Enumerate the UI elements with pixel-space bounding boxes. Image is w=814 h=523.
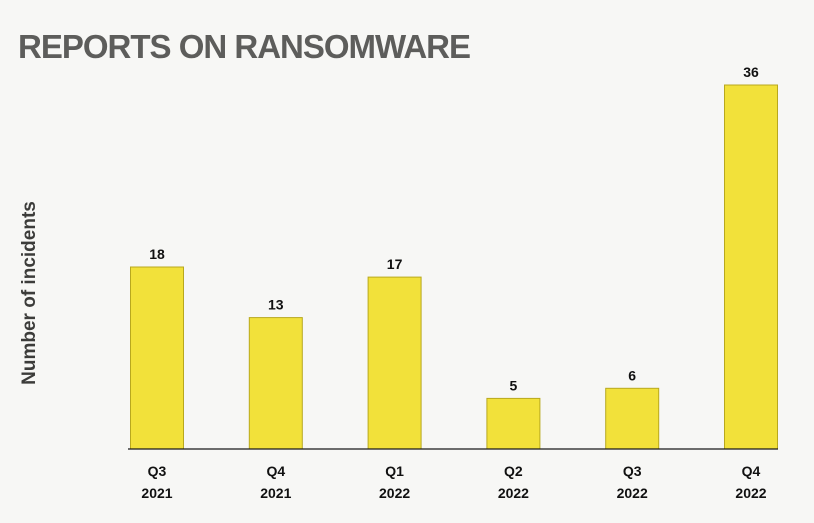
x-tick-quarter: Q2	[504, 463, 523, 479]
x-tick-year: 2021	[141, 485, 172, 501]
chart-title: REPORTS ON RANSOMWARE	[18, 28, 471, 65]
x-tick-quarter: Q3	[623, 463, 642, 479]
bar-q4-2021	[248, 317, 303, 450]
data-label: 36	[743, 64, 759, 80]
data-label: 17	[387, 256, 403, 272]
bar-q1-2022	[367, 276, 422, 450]
x-tick-quarter: Q4	[742, 463, 761, 479]
x-tick-quarter: Q4	[266, 463, 285, 479]
data-label: 18	[149, 246, 165, 262]
bar-q3-2021	[130, 266, 184, 450]
x-tick-year: 2022	[498, 485, 529, 501]
data-label: 5	[510, 377, 518, 393]
bar-q3-2022	[605, 387, 660, 450]
x-tick-quarter: Q1	[385, 463, 404, 479]
x-tick-year: 2022	[379, 485, 410, 501]
x-tick-year: 2021	[260, 485, 291, 501]
x-tick-year: 2022	[735, 485, 766, 501]
data-label: 6	[628, 367, 636, 383]
x-tick-year: 2022	[617, 485, 648, 501]
bar-q2-2022	[486, 397, 541, 450]
x-tick-quarter: Q3	[148, 463, 167, 479]
data-label: 13	[268, 297, 284, 313]
bar-q4-2022	[724, 84, 778, 450]
